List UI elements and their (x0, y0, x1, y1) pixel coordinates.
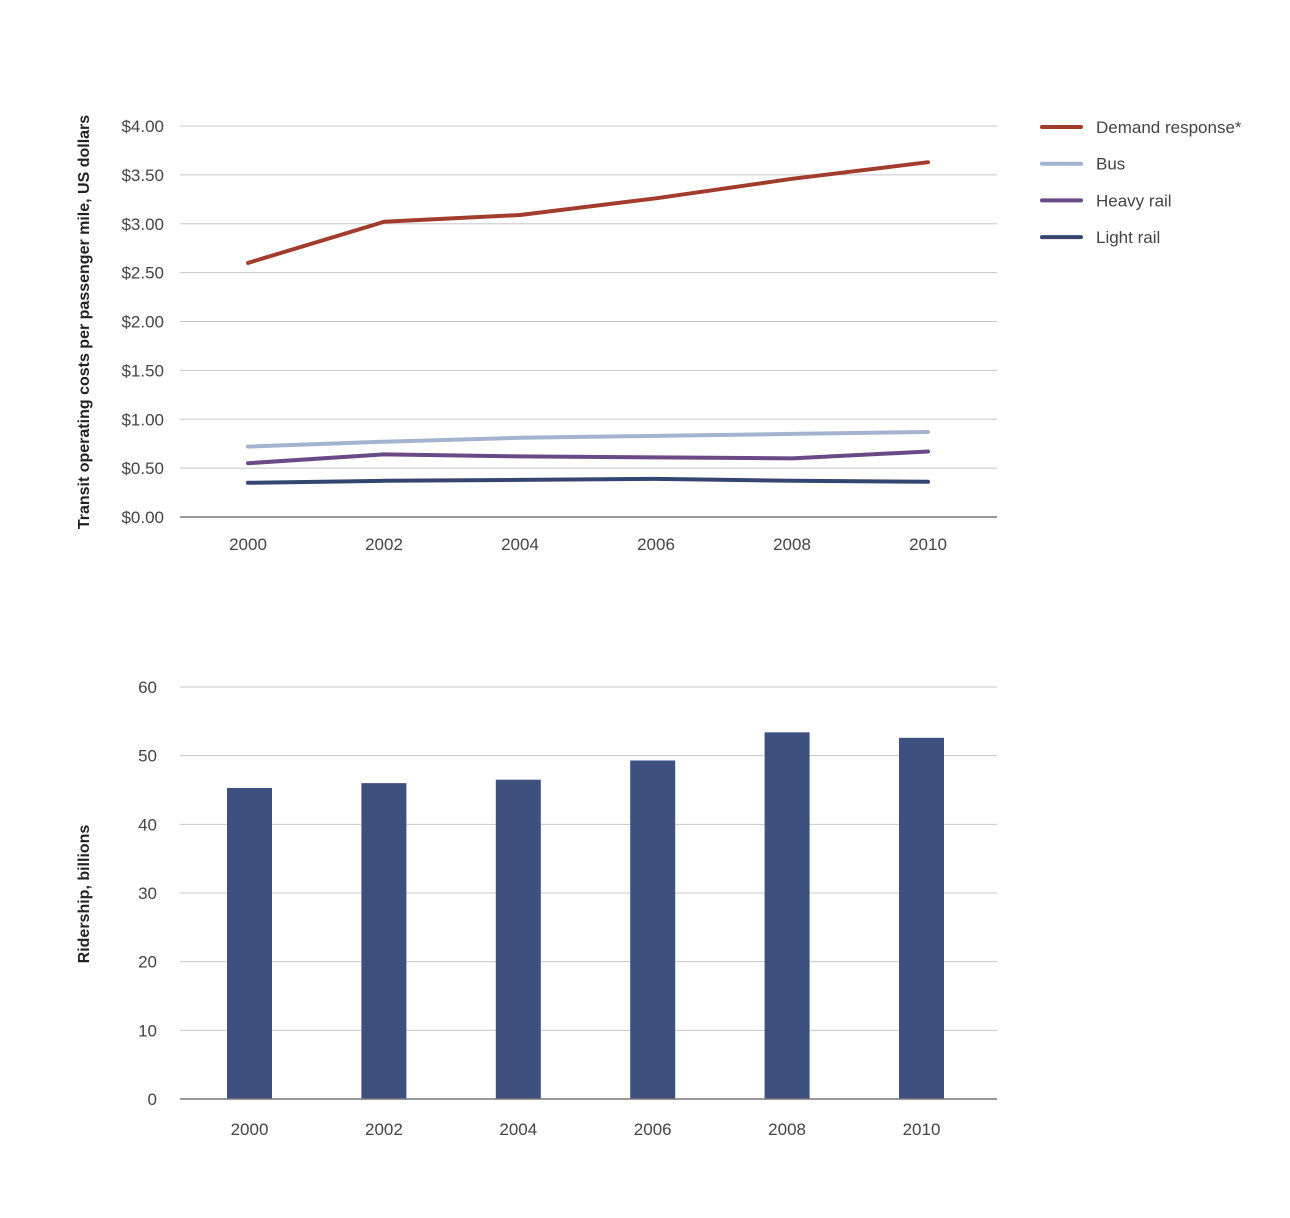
y-tick-label: $3.50 (121, 166, 164, 185)
legend-label: Bus (1096, 155, 1125, 174)
series-line-demand-response (246, 160, 930, 265)
x-tick-label: 2010 (909, 535, 947, 554)
y-tick-label: $0.50 (121, 459, 164, 478)
y-tick-label: 30 (138, 884, 157, 903)
y-axis-label: Ridership, billions (76, 825, 93, 964)
x-tick-label: 2008 (773, 535, 811, 554)
x-tick-label: 2006 (637, 535, 675, 554)
y-tick-label: $4.00 (121, 117, 164, 136)
x-tick-label: 2000 (229, 535, 267, 554)
x-tick-label: 2010 (903, 1120, 941, 1139)
y-axis-label: Transit operating costs per passenger mi… (76, 115, 93, 529)
y-tick-label: $1.00 (121, 410, 164, 429)
y-tick-label: $0.00 (121, 508, 164, 527)
bar-2000 (227, 787, 272, 1099)
series-line-heavy-rail (246, 449, 930, 466)
bar-2010 (899, 737, 944, 1099)
legend-label: Heavy rail (1096, 191, 1172, 210)
x-tick-label: 2002 (365, 535, 403, 554)
legend-label: Demand response* (1096, 118, 1242, 137)
series-line-bus (246, 430, 930, 449)
legend-label: Light rail (1096, 228, 1160, 247)
bar-2004 (495, 779, 541, 1099)
bar-2006 (630, 760, 676, 1099)
x-tick-label: 2002 (365, 1120, 403, 1139)
y-tick-label: 50 (138, 747, 157, 766)
y-tick-label: $2.00 (121, 313, 164, 332)
x-tick-label: 2004 (499, 1120, 537, 1139)
x-tick-label: 2000 (231, 1120, 269, 1139)
y-tick-label: 40 (138, 815, 157, 834)
y-tick-label: 20 (138, 953, 157, 972)
y-tick-label: $2.50 (121, 264, 164, 283)
x-tick-label: 2004 (501, 535, 539, 554)
y-tick-label: 60 (138, 678, 157, 697)
y-tick-label: $1.50 (121, 361, 164, 380)
bar-2002 (361, 783, 407, 1099)
x-tick-label: 2008 (768, 1120, 806, 1139)
bar-2008 (764, 732, 810, 1099)
series-line-light-rail (246, 476, 930, 485)
y-tick-label: $3.00 (121, 215, 164, 234)
x-tick-label: 2006 (634, 1120, 672, 1139)
y-tick-label: 10 (138, 1021, 157, 1040)
y-tick-label: 0 (148, 1090, 157, 1109)
